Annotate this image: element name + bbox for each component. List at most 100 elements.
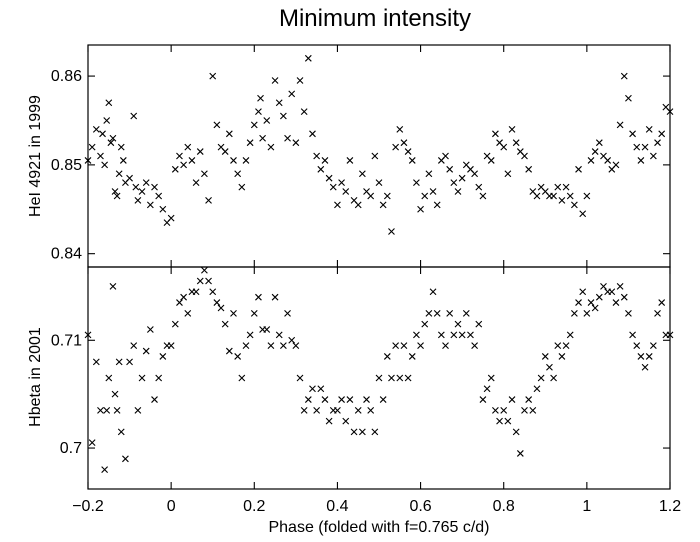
top-panel-point-127 (579, 210, 587, 218)
top-panel-point-31 (184, 143, 192, 151)
bottom-panel-point-72 (371, 428, 379, 436)
bottom-panel-point-79 (400, 342, 408, 350)
bottom-panel-point-26 (180, 293, 188, 301)
top-panel-y-tick-label-2: 0.86 (51, 68, 82, 85)
bottom-panel-point-20 (155, 374, 163, 382)
top-panel-point-101 (471, 170, 479, 178)
top-panel-point-42 (230, 157, 237, 164)
bottom-panel-point-64 (338, 396, 345, 403)
bottom-panel-point-80 (404, 374, 412, 382)
bottom-panel-point-11 (117, 428, 125, 436)
x-tick-label-3: 0.4 (326, 498, 348, 515)
bottom-panel-point-54 (296, 374, 304, 382)
bottom-panel-point-112 (537, 374, 545, 382)
top-panel-point-69 (338, 179, 345, 187)
top-panel-point-133 (604, 157, 612, 164)
bottom-panel-point-21 (159, 353, 167, 360)
bottom-panel-y-tick-label-1: 0.71 (51, 332, 82, 349)
bottom-panel-point-25 (176, 299, 183, 306)
bottom-panel-point-113 (541, 353, 549, 360)
top-panel-point-22 (146, 201, 154, 209)
top-panel-point-88 (417, 205, 424, 213)
top-panel-point-46 (246, 139, 254, 147)
top-panel-point-20 (138, 188, 146, 195)
top-panel-point-141 (637, 157, 645, 164)
top-panel-point-73 (354, 201, 362, 209)
bottom-panel-point-116 (554, 342, 562, 350)
top-panel-point-83 (396, 125, 404, 133)
bottom-panel-point-109 (525, 396, 533, 403)
bottom-panel-point-143 (666, 331, 674, 339)
bottom-panel-point-138 (645, 353, 653, 360)
chart-title: Minimum intensity (279, 5, 471, 32)
top-panel-point-124 (566, 192, 574, 200)
top-panel-point-10 (111, 188, 119, 195)
top-panel-point-57 (288, 90, 296, 98)
x-tick-label-1: 0 (167, 498, 176, 515)
bottom-panel-point-139 (649, 342, 657, 350)
top-panel-point-85 (404, 148, 412, 155)
top-panel-point-78 (375, 179, 383, 187)
top-panel-point-138 (625, 94, 632, 102)
bottom-panel-point-75 (383, 353, 391, 360)
bottom-panel-point-96 (471, 342, 479, 350)
top-panel-point-6 (103, 117, 111, 124)
top-panel-point-105 (487, 157, 495, 164)
top-panel-point-148 (666, 108, 674, 115)
bottom-panel-point-17 (142, 347, 150, 355)
top-panel-point-0 (84, 157, 92, 164)
top-panel-point-41 (225, 130, 233, 138)
top-panel-point-79 (379, 201, 387, 209)
bottom-panel-point-97 (475, 320, 483, 328)
bottom-panel-point-39 (234, 353, 242, 360)
top-panel-point-32 (188, 157, 196, 164)
top-panel-point-56 (284, 134, 291, 142)
top-panel-point-89 (421, 192, 429, 200)
x-tick-label-0: −0.2 (72, 498, 104, 515)
bottom-panel-point-74 (379, 396, 387, 403)
top-panel-point-92 (433, 201, 441, 209)
bottom-panel-point-77 (392, 342, 400, 350)
bottom-panel-point-16 (138, 374, 146, 382)
top-panel-point-55 (279, 112, 287, 120)
bottom-panel-point-41 (242, 342, 250, 350)
top-panel-point-65 (321, 157, 329, 164)
bottom-panel-point-9 (113, 406, 121, 414)
top-panel-point-68 (334, 201, 341, 209)
top-panel-point-21 (142, 179, 150, 187)
top-panel-point-5 (101, 161, 109, 169)
top-panel-point-33 (192, 179, 200, 187)
bottom-panel-point-120 (570, 309, 578, 317)
top-panel-point-50 (259, 134, 266, 142)
top-panel-point-86 (408, 157, 416, 164)
bottom-panel-point-43 (250, 309, 258, 317)
top-panel-point-36 (205, 197, 212, 204)
bottom-panel-point-33 (209, 288, 217, 296)
top-panel-point-40 (221, 148, 229, 155)
bottom-panel-point-76 (388, 374, 395, 382)
top-panel-point-114 (525, 165, 533, 173)
bottom-panel-axis: −0.2 0 0.2 0.4 0.6 0.8 1 1.2 0.7 0.71 (51, 267, 681, 515)
top-panel-point-122 (558, 197, 566, 204)
bottom-panel-point-6 (105, 374, 113, 382)
top-panel-point-19 (134, 197, 142, 204)
top-panel-point-110 (508, 125, 516, 133)
bottom-panel-point-50 (279, 342, 287, 350)
top-panel-point-111 (512, 139, 520, 147)
bottom-panel-point-136 (637, 353, 645, 360)
bottom-panel-point-60 (321, 396, 329, 403)
top-panel-point-131 (595, 139, 603, 147)
top-panel-point-48 (255, 108, 262, 115)
bottom-panel-point-44 (255, 293, 262, 301)
bottom-panel-point-58 (313, 406, 321, 414)
bottom-panel-point-61 (325, 417, 333, 425)
bottom-panel-point-32 (205, 277, 212, 285)
bottom-panel-point-53 (292, 342, 300, 350)
bottom-panel-point-123 (583, 309, 591, 317)
top-panel-point-47 (250, 121, 258, 129)
bottom-panel-point-40 (238, 374, 246, 382)
bottom-panel-point-1 (88, 439, 96, 447)
top-panel-point-70 (342, 188, 350, 195)
top-panel-point-109 (504, 170, 512, 178)
bottom-panel-point-66 (346, 396, 354, 403)
